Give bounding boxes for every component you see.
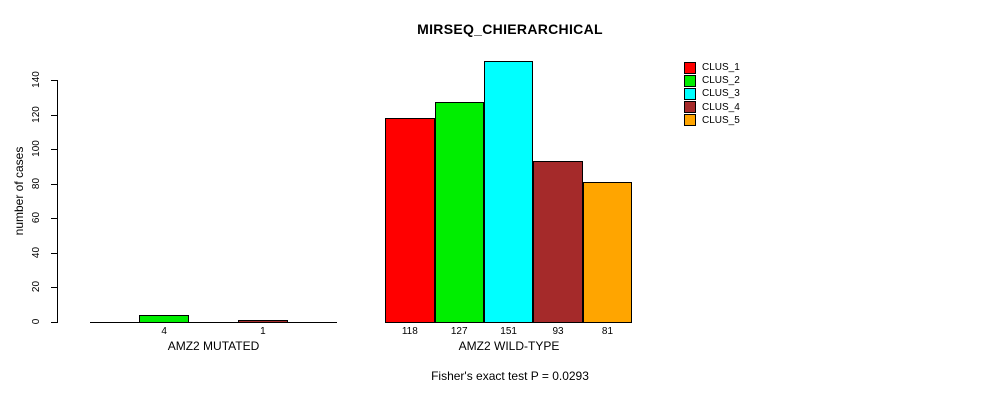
legend-item-clus_1: CLUS_1: [684, 61, 740, 74]
legend: CLUS_1 CLUS_2 CLUS_3 CLUS_4 CLUS_5: [684, 61, 740, 127]
legend-label: CLUS_5: [702, 114, 740, 126]
bar-value-label: 151: [500, 326, 517, 337]
legend-item-clus_4: CLUS_4: [684, 101, 740, 114]
bar-clus_4-amz2-wild-type: [533, 161, 583, 323]
legend-label: CLUS_3: [702, 88, 740, 100]
y-tick-label: 20: [31, 281, 42, 293]
y-tick-label: 100: [31, 140, 42, 157]
y-tick-label: 120: [31, 105, 42, 123]
y-tick-mark: [51, 287, 57, 289]
x-group-label-amz2-mutated: AMZ2 MUTATED: [167, 339, 260, 353]
bar-clus_2-amz2-wild-type: [434, 102, 484, 323]
x-group-label-amz2-wild-type: AMZ2 WILD-TYPE: [458, 339, 560, 353]
legend-swatch-clus_4: [684, 101, 696, 114]
y-tick-mark: [51, 114, 57, 116]
bar-clus_5-amz2-wild-type: [582, 182, 633, 323]
y-tick-mark: [51, 252, 57, 254]
legend-label: CLUS_4: [702, 101, 740, 113]
legend-label: CLUS_1: [702, 62, 740, 74]
chart-title: MIRSEQ_CHIERARCHICAL: [417, 21, 603, 37]
fisher-test-annotation: Fisher's exact test P = 0.0293: [431, 369, 589, 383]
y-tick-label: 140: [31, 71, 42, 88]
y-tick-mark: [51, 218, 57, 220]
bar-value-label: 127: [450, 326, 468, 337]
legend-swatch-clus_5: [684, 114, 696, 127]
y-tick-label: 80: [31, 177, 42, 189]
y-tick-label: 40: [31, 246, 42, 258]
y-tick-mark: [51, 322, 57, 323]
legend-label: CLUS_2: [702, 75, 740, 87]
y-tick-label: 60: [31, 212, 42, 224]
zero-baseline: [90, 322, 338, 323]
bar-value-label: 1: [260, 326, 266, 337]
legend-swatch-clus_3: [684, 87, 696, 100]
y-tick-mark: [51, 149, 57, 151]
bar-clus_1-amz2-wild-type: [385, 118, 435, 323]
y-tick-mark: [51, 80, 57, 81]
bar-clus_2-amz2-mutated: [139, 315, 189, 323]
legend-item-clus_5: CLUS_5: [684, 114, 740, 127]
legend-item-clus_2: CLUS_2: [684, 74, 740, 87]
legend-swatch-clus_1: [684, 61, 696, 74]
bar-value-label: 4: [161, 326, 167, 337]
bar-value-label: 81: [601, 326, 614, 337]
bar-value-label: 93: [552, 326, 564, 337]
legend-item-clus_3: CLUS_3: [684, 87, 740, 100]
bar-value-label: 118: [401, 326, 418, 337]
bar-clus_3-amz2-wild-type: [483, 61, 534, 323]
y-axis-label: number of cases: [12, 146, 26, 236]
y-axis-line: [57, 80, 58, 323]
y-tick-mark: [51, 183, 57, 185]
bar-clus_4-amz2-mutated: [238, 320, 288, 323]
y-tick-label: 0: [31, 318, 42, 325]
legend-swatch-clus_2: [684, 74, 696, 87]
